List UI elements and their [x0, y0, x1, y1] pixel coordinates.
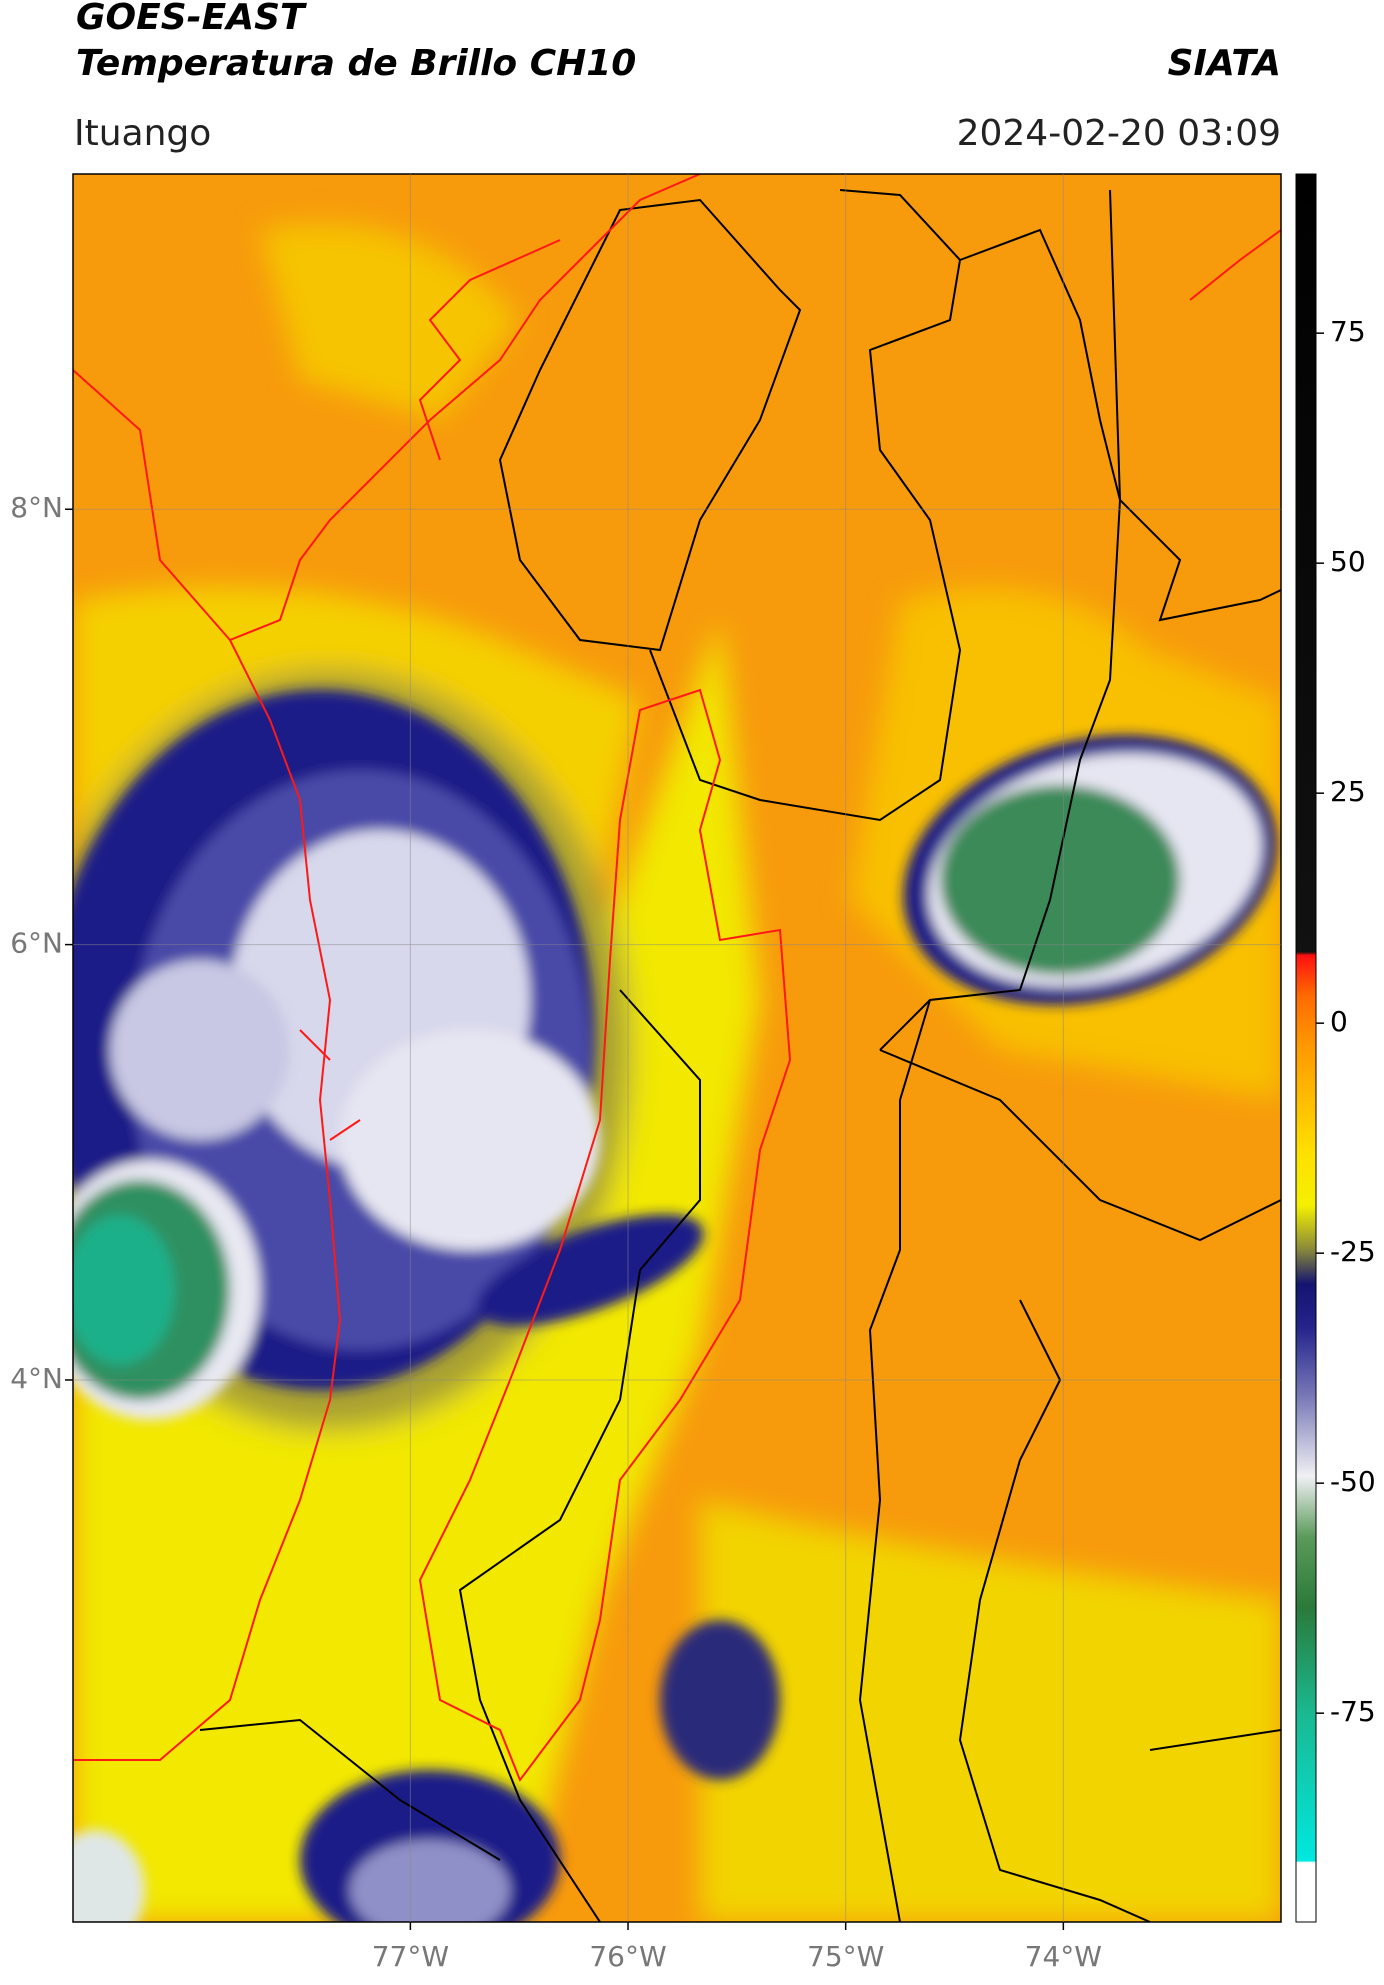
datetime: 2024-02-20 03:09: [957, 113, 1281, 154]
title: GOES-EAST: [76, 0, 307, 38]
colorbar-tick-label: 50: [1330, 545, 1366, 578]
map-frame: [72, 173, 1282, 1923]
lon-tick-label: 76°W: [589, 1940, 666, 1973]
lat-tick-label: 6°N: [10, 927, 63, 960]
colorbar-tick-label: -50: [1330, 1465, 1376, 1498]
lat-tick-label: 8°N: [10, 491, 63, 524]
colorbar-tick-label: 25: [1330, 775, 1366, 808]
lon-tick-label: 75°W: [807, 1940, 884, 1973]
brand: SIATA: [1168, 43, 1281, 84]
lon-tick-label: 74°W: [1025, 1940, 1102, 1973]
lon-tick-label: 77°W: [372, 1940, 449, 1973]
lat-tick-label: 4°N: [10, 1362, 63, 1395]
colorbar: [1295, 173, 1317, 1923]
colorbar-tick-label: 0: [1330, 1005, 1348, 1038]
location: Ituango: [74, 113, 211, 154]
colorbar-tick-label: 75: [1330, 315, 1366, 348]
subtitle: Temperatura de Brillo CH10: [76, 43, 636, 84]
colorbar-tick-label: -25: [1330, 1235, 1376, 1268]
map-imagery: [73, 174, 1281, 1922]
colorbar-tick-label: -75: [1330, 1695, 1376, 1728]
